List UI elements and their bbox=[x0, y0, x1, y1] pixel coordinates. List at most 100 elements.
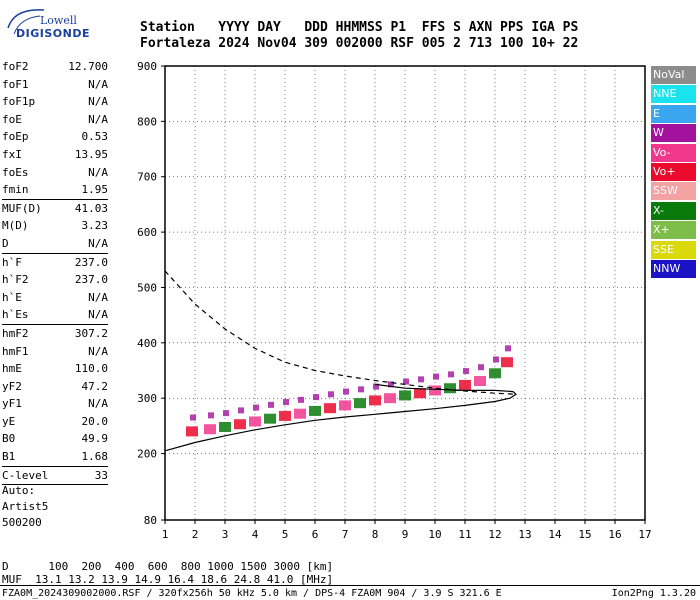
echo-point bbox=[433, 373, 439, 380]
footer-divider bbox=[0, 585, 700, 586]
legend-item: X+ bbox=[651, 221, 696, 240]
param-value: N/A bbox=[88, 165, 108, 179]
legend-item: E bbox=[651, 104, 696, 123]
param-label: foEp bbox=[2, 130, 29, 144]
x-tick-label: 4 bbox=[252, 528, 259, 541]
param-row: h`Es N/A bbox=[2, 306, 108, 324]
param-value: 1.68 bbox=[81, 450, 109, 464]
param-row: foF1 N/A bbox=[2, 76, 108, 94]
param-row: h`F2 237.0 bbox=[2, 271, 108, 289]
param-row: yE 20.0 bbox=[2, 413, 108, 431]
globe-icon bbox=[7, 9, 45, 35]
param-separator bbox=[2, 484, 108, 486]
param-label: B0 bbox=[2, 432, 16, 446]
y-tick-label: 600 bbox=[137, 226, 157, 239]
param-row: foEs N/A bbox=[2, 164, 108, 182]
param-label: foEs bbox=[2, 165, 29, 179]
echo-point bbox=[505, 345, 511, 352]
echo-point bbox=[219, 421, 231, 432]
y-tick-label: 300 bbox=[137, 392, 157, 405]
param-value: 47.2 bbox=[81, 379, 109, 393]
x-tick-label: 8 bbox=[372, 528, 379, 541]
echo-point bbox=[343, 388, 349, 395]
param-row: h`F 237.0 bbox=[2, 254, 108, 272]
echo-point bbox=[354, 398, 366, 409]
echo-point bbox=[463, 368, 469, 375]
param-value: 237.0 bbox=[74, 273, 108, 287]
echo-point bbox=[493, 356, 499, 363]
echo-point bbox=[294, 408, 306, 419]
legend-item: SSW bbox=[651, 182, 696, 201]
param-value: 33 bbox=[94, 468, 108, 482]
param-row: hmF2 307.2 bbox=[2, 325, 108, 343]
legend-item: NNW bbox=[651, 259, 696, 278]
param-value: 13.95 bbox=[74, 147, 108, 161]
param-value: N/A bbox=[88, 290, 108, 304]
echo-point bbox=[399, 390, 411, 401]
header-values: Fortaleza 2024 Nov04 309 002000 RSF 005 … bbox=[140, 36, 579, 51]
param-value: 237.0 bbox=[74, 255, 108, 269]
echo-point bbox=[388, 381, 394, 388]
param-label: foF2 bbox=[2, 60, 29, 73]
param-row: yF2 47.2 bbox=[2, 378, 108, 396]
param-label: hmF1 bbox=[2, 344, 29, 358]
auto-label: Auto: bbox=[2, 484, 36, 497]
param-value: 3.23 bbox=[81, 219, 109, 233]
param-value: N/A bbox=[88, 308, 108, 322]
y-tick-label: 200 bbox=[137, 448, 157, 461]
echo-point bbox=[204, 424, 216, 435]
legend-item: SSE bbox=[651, 240, 696, 259]
echo-point bbox=[384, 393, 396, 404]
station-header: Station YYYY DAY DDD HHMMSS P1 FFS S AXN… bbox=[140, 20, 578, 52]
param-label: h`F bbox=[2, 255, 22, 269]
param-row: C-level 33 bbox=[2, 467, 108, 485]
param-label: h`E bbox=[2, 290, 22, 304]
logo-lowell: Lowell bbox=[40, 14, 77, 27]
x-tick-label: 14 bbox=[548, 528, 562, 541]
echo-point bbox=[208, 412, 214, 419]
param-value: N/A bbox=[88, 95, 108, 109]
param-value: 307.2 bbox=[74, 326, 108, 340]
x-tick-label: 17 bbox=[638, 528, 651, 541]
x-tick-label: 3 bbox=[222, 528, 229, 541]
param-row: fxI 13.95 bbox=[2, 146, 108, 164]
param-row: MUF(D) 41.03 bbox=[2, 200, 108, 218]
param-value: N/A bbox=[88, 344, 108, 358]
echo-point bbox=[309, 405, 321, 416]
y-tick-label: 700 bbox=[137, 171, 157, 184]
param-label: h`F2 bbox=[2, 273, 29, 287]
echo-point bbox=[448, 371, 454, 378]
param-row: foEp 0.53 bbox=[2, 128, 108, 146]
echo-point bbox=[328, 391, 334, 398]
legend-item: W bbox=[651, 124, 696, 143]
x-tick-label: 9 bbox=[402, 528, 409, 541]
param-value: N/A bbox=[88, 397, 108, 411]
echo-point bbox=[279, 410, 291, 421]
x-tick-label: 1 bbox=[162, 528, 169, 541]
echo-point bbox=[459, 379, 471, 390]
distance-row: D 100 200 400 600 800 1000 1500 3000 [km… bbox=[2, 560, 334, 573]
software-version: Ion2Png 1.3.20 bbox=[611, 588, 696, 599]
param-value: N/A bbox=[88, 77, 108, 91]
legend-item: Vo+ bbox=[651, 162, 696, 181]
param-label: yE bbox=[2, 414, 16, 428]
param-row: yF1 N/A bbox=[2, 395, 108, 413]
echo-point bbox=[501, 357, 513, 368]
param-label: hmE bbox=[2, 362, 22, 376]
y-tick-label: 400 bbox=[137, 337, 157, 350]
param-label: fxI bbox=[2, 147, 22, 161]
param-value: 20.0 bbox=[81, 414, 109, 428]
file-info: FZA0M_2024309002000.RSF / 320fx256h 50 k… bbox=[2, 588, 502, 599]
y-tick-label: 80 bbox=[144, 514, 157, 527]
param-value: 41.03 bbox=[74, 201, 108, 215]
param-separator bbox=[2, 323, 108, 325]
param-row: B1 1.68 bbox=[2, 448, 108, 466]
echo-point bbox=[429, 385, 441, 396]
param-label: B1 bbox=[2, 450, 16, 464]
echo-point bbox=[223, 410, 229, 417]
param-value: 49.9 bbox=[81, 432, 109, 446]
echo-point bbox=[418, 376, 424, 383]
echo-point bbox=[268, 401, 274, 408]
x-tick-label: 6 bbox=[312, 528, 319, 541]
param-value: 110.0 bbox=[74, 362, 108, 376]
